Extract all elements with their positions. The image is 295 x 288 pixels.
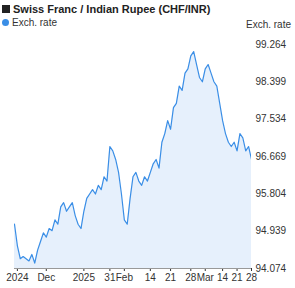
- html-text:Exch. rate: Exch. rate: [12, 17, 57, 28]
- html-text:Exch. rate: Exch. rate: [246, 19, 291, 30]
- svg-text:Feb: Feb: [116, 272, 134, 283]
- svg-text:97.534: 97.534: [256, 113, 287, 124]
- svg-text:94.074: 94.074: [256, 263, 287, 274]
- svg-text:14: 14: [145, 272, 157, 283]
- svg-text:98.399: 98.399: [256, 76, 287, 87]
- svg-text:96.669: 96.669: [256, 151, 287, 162]
- svg-text:28: 28: [246, 272, 258, 283]
- svg-text:28: 28: [185, 272, 197, 283]
- svg-text:21: 21: [165, 272, 177, 283]
- svg-text:31: 31: [104, 272, 116, 283]
- svg-text:2025: 2025: [73, 272, 96, 283]
- svg-text:94.939: 94.939: [256, 225, 287, 236]
- svg-text:Mar: Mar: [197, 272, 215, 283]
- svg-text:2024: 2024: [6, 272, 29, 283]
- html-text:Swiss Franc / Indian Rupee (CH: Swiss Franc / Indian Rupee (CHF/INR): [13, 3, 211, 15]
- svg-text:14: 14: [217, 272, 229, 283]
- svg-text:Dec: Dec: [37, 272, 55, 283]
- svg-text:99.264: 99.264: [256, 39, 287, 50]
- svg-text:21: 21: [231, 272, 243, 283]
- svg-text:95.804: 95.804: [256, 188, 287, 199]
